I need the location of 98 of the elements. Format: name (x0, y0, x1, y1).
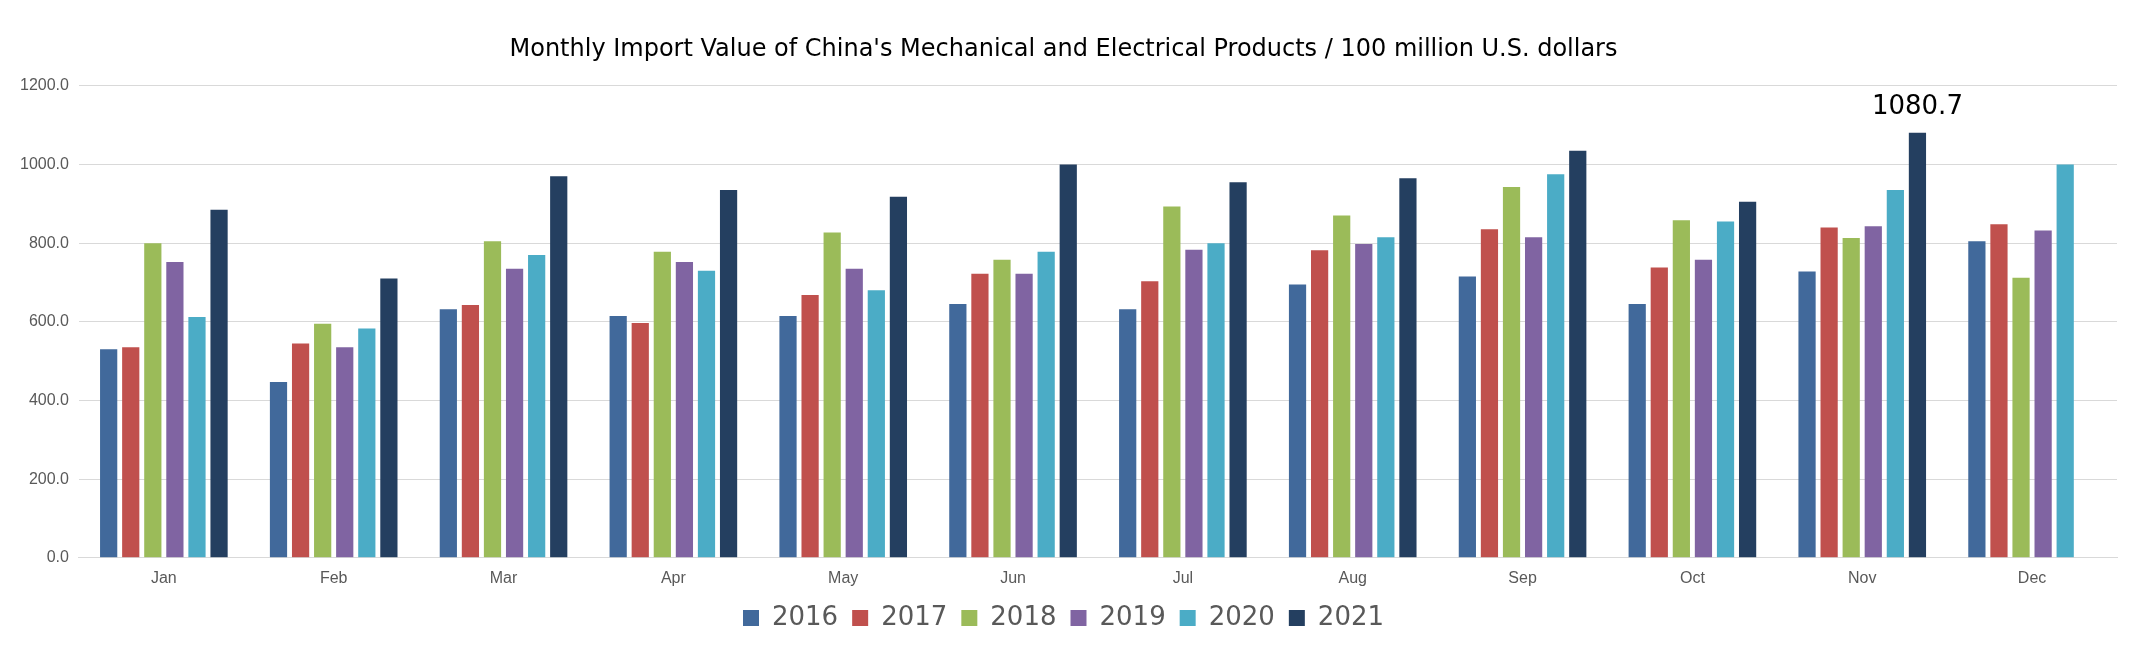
bar (291, 343, 310, 558)
bar (505, 268, 524, 558)
legend-label: 2019 (1099, 600, 1166, 631)
bar (1524, 237, 1543, 558)
bar (993, 259, 1011, 558)
bar (1059, 164, 1077, 558)
bar (1798, 271, 1816, 558)
bar (801, 295, 819, 558)
bar (1968, 241, 1986, 558)
legend-label: 2021 (1317, 600, 1385, 631)
bar (1628, 304, 1646, 558)
bar (1207, 243, 1225, 558)
bar (1547, 174, 1565, 558)
bar (1694, 259, 1713, 558)
x-tick-label: Mar (489, 568, 518, 586)
x-tick-label: May (828, 568, 859, 586)
bar (823, 232, 841, 558)
bar (1886, 190, 1904, 558)
y-tick-label: 0.0 (46, 548, 70, 566)
bar (528, 254, 546, 558)
bar (269, 381, 288, 558)
bar (358, 328, 376, 558)
x-tick-label: Jul (1172, 568, 1194, 586)
bar (100, 349, 118, 558)
bar (1502, 186, 1521, 558)
bar (210, 209, 228, 558)
legend-label: 2020 (1208, 600, 1275, 631)
chart-title: Monthly Import Value of China's Mechanical and Electrical Products / 100 million U.S. dollars (509, 33, 1618, 62)
bar (1141, 281, 1159, 558)
x-tick-label: Dec (2017, 568, 2047, 586)
x-tick-label: Oct (1679, 568, 1706, 586)
bar (653, 251, 671, 558)
bar (1672, 220, 1690, 558)
bar (314, 323, 332, 558)
bar (1864, 226, 1882, 558)
y-tick-label: 1200.0 (20, 76, 70, 94)
x-tick-label: Jan (150, 568, 177, 586)
bar (2012, 277, 2030, 558)
bar (1908, 132, 1927, 558)
bar (1163, 206, 1181, 558)
bar (166, 262, 184, 558)
y-tick-label: 1000.0 (20, 154, 70, 172)
bar (1480, 229, 1499, 558)
y-tick-label: 200.0 (28, 469, 70, 487)
bar (188, 317, 206, 558)
bar (1738, 201, 1757, 558)
bar (1288, 284, 1307, 558)
bar (1458, 276, 1476, 558)
bar (439, 309, 457, 558)
bar (1015, 273, 1033, 558)
bar (1311, 250, 1329, 558)
bar (144, 243, 162, 558)
y-tick-label: 400.0 (28, 390, 70, 408)
bar (1820, 227, 1838, 558)
bar (779, 315, 797, 558)
bar (1650, 267, 1668, 558)
bar (675, 262, 694, 558)
x-tick-label: Jun (1000, 568, 1026, 586)
bar (949, 304, 967, 558)
bar (971, 273, 989, 558)
bar (550, 176, 568, 558)
bar (2034, 230, 2052, 558)
y-tick-label: 600.0 (28, 312, 70, 330)
bar (1399, 178, 1417, 558)
bar (719, 190, 738, 558)
bar (1842, 238, 1860, 558)
bar (1716, 221, 1735, 558)
x-tick-label: Sep (1508, 568, 1537, 586)
bar (1037, 251, 1055, 558)
bar (1333, 215, 1351, 558)
legend-label: 2018 (990, 600, 1057, 631)
x-tick-label: Nov (1848, 568, 1877, 586)
bar (609, 315, 627, 558)
x-tick-label: Feb (319, 568, 348, 586)
bar (631, 322, 649, 558)
bar (889, 196, 908, 558)
bar (2056, 164, 2074, 558)
bar (122, 347, 140, 558)
bar (845, 268, 863, 558)
y-tick-label: 800.0 (28, 233, 70, 251)
legend-label: 2016 (772, 600, 839, 631)
bar (697, 270, 716, 558)
bar (461, 304, 480, 558)
bar (1377, 237, 1395, 558)
bar (867, 290, 885, 558)
legend-label: 2017 (881, 600, 948, 631)
bar (483, 241, 502, 558)
bar (380, 278, 398, 558)
x-tick-label: Apr (660, 568, 687, 586)
bar (1185, 249, 1203, 558)
data-label: 1080.7 (1871, 90, 1963, 121)
bar (336, 347, 354, 558)
bar (1119, 309, 1137, 558)
x-tick-label: Aug (1338, 568, 1367, 586)
bar (1355, 243, 1373, 558)
bar (1229, 182, 1247, 558)
bar (1990, 224, 2008, 558)
bar (1569, 150, 1587, 558)
